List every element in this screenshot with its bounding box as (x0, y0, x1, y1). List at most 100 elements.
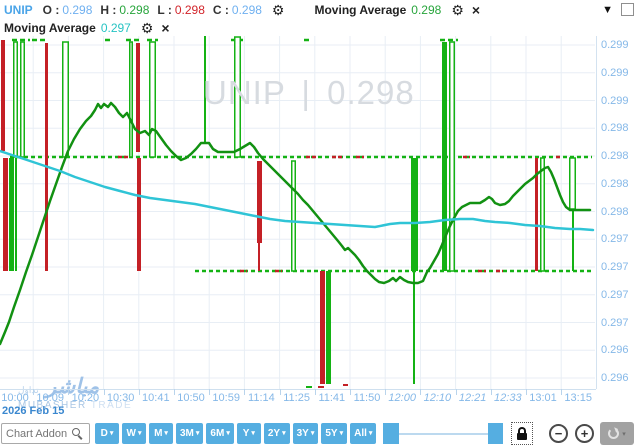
candle-down (137, 158, 141, 271)
mubasher-logo: مباشر تداول MUBASHER TRADE (18, 374, 132, 411)
range-button-all[interactable]: All ▾ (350, 423, 377, 444)
zoom-out-button[interactable]: − (549, 424, 568, 443)
price-axis-border (596, 36, 597, 389)
caret-down-icon: ▾ (339, 430, 344, 437)
price-axis-label: 0.297 (601, 261, 629, 273)
time-axis-tick (33, 389, 35, 395)
price-axis-label: 0.297 (601, 288, 629, 301)
candle-hollow (13, 41, 18, 158)
time-axis-label: 10:00 (1, 392, 29, 404)
price-axis-label: 0.298 (601, 150, 629, 162)
time-axis-tick (561, 389, 563, 395)
candle-down (258, 243, 260, 271)
maximize-box-icon[interactable] (621, 3, 634, 16)
caret-down-icon: ▾ (368, 430, 373, 437)
time-axis-label: 13:01 (529, 392, 557, 404)
time-axis-label: 12:00 (388, 392, 416, 404)
price-axis-label: 0.296 (601, 372, 629, 384)
time-axis-label: 12:10 (423, 392, 452, 404)
candle-hollow (20, 41, 25, 158)
candle-down (1, 40, 5, 151)
indicator1-value: 0.298 (411, 2, 442, 17)
range-button-d[interactable]: D ▾ (95, 423, 119, 444)
time-axis-tick (138, 389, 140, 395)
candle-down (343, 384, 348, 386)
candle-up (572, 209, 574, 271)
time-axis-tick (244, 389, 246, 395)
range-button-w[interactable]: W ▾ (122, 423, 146, 444)
chart-addon-search-input[interactable] (6, 425, 72, 442)
collapse-panel-icon[interactable]: ▼ (602, 3, 613, 16)
range-button-group: D ▾ W ▾ M ▾ 3M ▾ 6M ▾ Y ▾ 2Y ▾ 3Y ▾ 5Y ▾ All ▾ (95, 423, 377, 444)
time-axis-border (0, 389, 596, 390)
candle-down (535, 158, 538, 271)
low-label: L : (157, 2, 172, 17)
slider-track[interactable] (383, 433, 503, 435)
candle-hollow (62, 41, 69, 158)
indicator2-close-icon[interactable]: × (161, 19, 170, 36)
range-button-5y[interactable]: 5Y ▾ (321, 423, 348, 444)
high-value: 0.298 (119, 2, 150, 17)
time-axis-tick (209, 389, 211, 395)
indicator2-name: Moving Average (4, 20, 96, 35)
price-chart[interactable]: UNIP | 0.298 مباشر تداول MUBASHER TRADE (0, 36, 595, 411)
candle-hollow (149, 41, 156, 158)
low-value: 0.298 (174, 2, 205, 17)
time-axis-tick (314, 389, 316, 395)
price-axis-label: 0.299 (601, 94, 629, 107)
candle-hollow (569, 157, 576, 210)
candle-down (136, 43, 140, 152)
time-axis-label: 10:09 (36, 392, 64, 404)
chart-addon-search-box[interactable] (1, 423, 90, 444)
slider-handle-right[interactable] (488, 423, 503, 444)
slider-handle-left[interactable] (383, 423, 399, 444)
indicator2-header-row: Moving Average 0.297 ⚙ × (0, 19, 640, 36)
time-axis-label: 10:20 (71, 392, 100, 404)
open-value: 0.298 (62, 2, 93, 17)
candle-down (257, 161, 262, 243)
indicator1-close-icon[interactable]: × (471, 1, 481, 18)
range-button-m[interactable]: M ▾ (149, 423, 173, 444)
logo-arabic-small-text: تداول (18, 385, 39, 395)
time-axis-tick (350, 389, 351, 395)
candle-down (3, 158, 8, 271)
indicator2-value: 0.297 (100, 20, 131, 35)
date-label: 2026 Feb 15 (2, 405, 65, 417)
lock-button[interactable] (511, 422, 533, 445)
chart-toolbar: D▾W▾M▾3M▾6M▾Y▾2Y▾3Y▾5Y▾All▾ − + ▾ (0, 422, 640, 446)
search-icon[interactable] (72, 428, 84, 440)
plus-icon: + (580, 426, 589, 441)
zoom-in-button[interactable]: + (575, 424, 594, 443)
time-axis-label: 10:41 (142, 392, 170, 404)
caret-down-icon: ▾ (195, 430, 200, 437)
refresh-button[interactable]: ▾ (600, 422, 634, 445)
chart-canvas (0, 36, 595, 389)
chart-watermark: UNIP | 0.298 (203, 74, 415, 111)
symbol-label: UNIP (4, 2, 33, 17)
range-slider[interactable] (383, 423, 503, 444)
range-button-y[interactable]: Y ▾ (236, 423, 261, 444)
range-button-3m[interactable]: 3M ▾ (176, 423, 204, 444)
range-button-6m[interactable]: 6M ▾ (206, 423, 234, 444)
time-axis-label: 10:50 (177, 392, 205, 404)
lock-icon (518, 427, 526, 433)
price-axis-label: 0.297 (601, 233, 629, 246)
refresh-icon (608, 428, 620, 439)
price-axis-label: 0.299 (601, 39, 629, 51)
price-axis-label: 0.296 (601, 344, 629, 357)
logo-latin2-text: TRADE (90, 400, 133, 411)
chart-corner-controls: ▼ (602, 3, 634, 16)
series-settings-gear-icon[interactable]: ⚙ (271, 1, 285, 18)
indicator1-gear-icon[interactable]: ⚙ (451, 1, 464, 18)
caret-down-icon: ▾ (137, 430, 142, 437)
price-axis-label: 0.298 (601, 177, 629, 190)
range-button-2y[interactable]: 2Y ▾ (263, 423, 290, 444)
indicator2-gear-icon[interactable]: ⚙ (140, 19, 154, 36)
candle-down (320, 271, 325, 384)
range-button-3y[interactable]: 3Y ▾ (292, 423, 319, 444)
time-axis-label: 11:41 (318, 392, 346, 404)
price-axis-label: 0.299 (601, 66, 629, 79)
candle-hollow (129, 41, 133, 158)
time-axis-tick (68, 389, 70, 395)
